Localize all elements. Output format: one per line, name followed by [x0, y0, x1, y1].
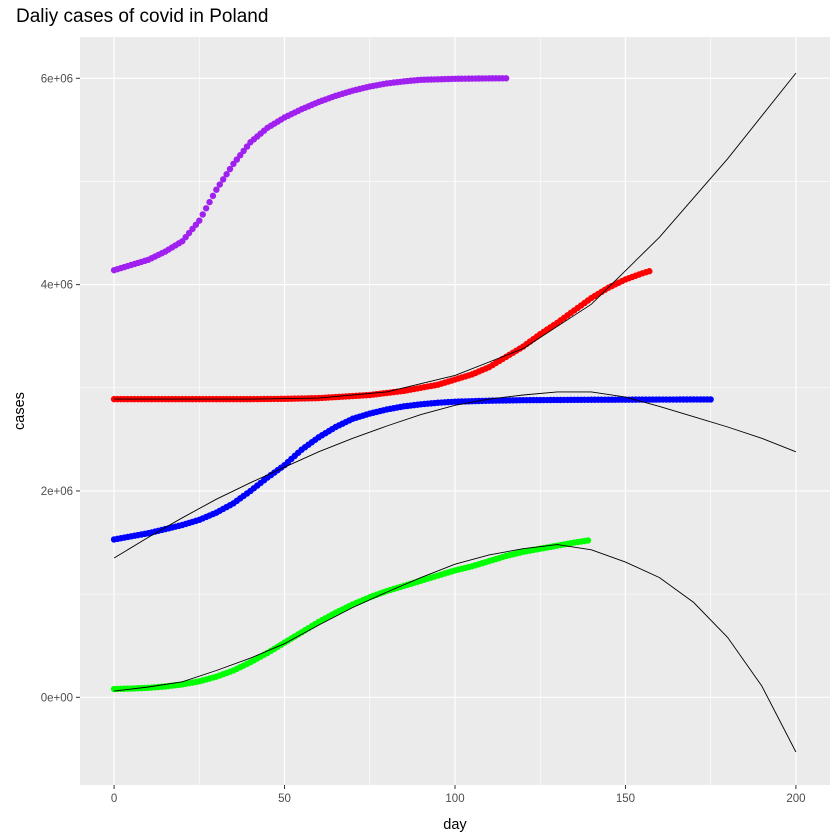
fit-line-0 [114, 72, 797, 400]
series-3 [110, 537, 592, 693]
x-tick-label: 50 [278, 793, 291, 805]
grid-lines [80, 37, 830, 785]
data-point [240, 147, 247, 155]
y-tick-label: 0e+00 [41, 692, 73, 704]
fit-line-2 [114, 544, 797, 753]
series-1 [110, 268, 653, 403]
data-point [707, 396, 714, 403]
y-tick-label: 4e+06 [41, 280, 73, 292]
x-tick-label: 0 [111, 793, 117, 805]
chart-title: Daliy cases of covid in Poland [16, 6, 269, 27]
data-point [213, 186, 220, 193]
data-point [206, 198, 213, 206]
x-tick-label: 200 [786, 793, 805, 805]
x-tick-label: 100 [445, 793, 464, 805]
data-point [209, 192, 217, 200]
x-tick-label: 150 [616, 793, 635, 805]
data-point [216, 181, 223, 188]
data-point [502, 75, 510, 82]
data-point [202, 205, 210, 212]
data-point [199, 211, 206, 218]
y-axis-title: cases [12, 392, 28, 430]
data-point [243, 143, 251, 150]
data-point [646, 268, 653, 275]
data-point [223, 171, 230, 178]
x-axis-title: day [443, 817, 467, 833]
data-point [237, 152, 244, 159]
series-0 [110, 75, 510, 274]
data-point [230, 160, 237, 168]
y-tick-label: 2e+06 [41, 486, 73, 498]
fit-lines [113, 72, 797, 753]
data-point [219, 176, 227, 183]
data-point [584, 537, 592, 544]
data-point [196, 217, 203, 224]
data-point [233, 156, 241, 163]
y-tick-label: 6e+06 [41, 73, 73, 85]
data-point [226, 165, 234, 173]
axes: 0 50 100 150 200 0e+00 2e+06 4e+06 6e+06 [41, 73, 806, 805]
fit-line-1 [113, 391, 797, 559]
data-points [110, 75, 714, 693]
